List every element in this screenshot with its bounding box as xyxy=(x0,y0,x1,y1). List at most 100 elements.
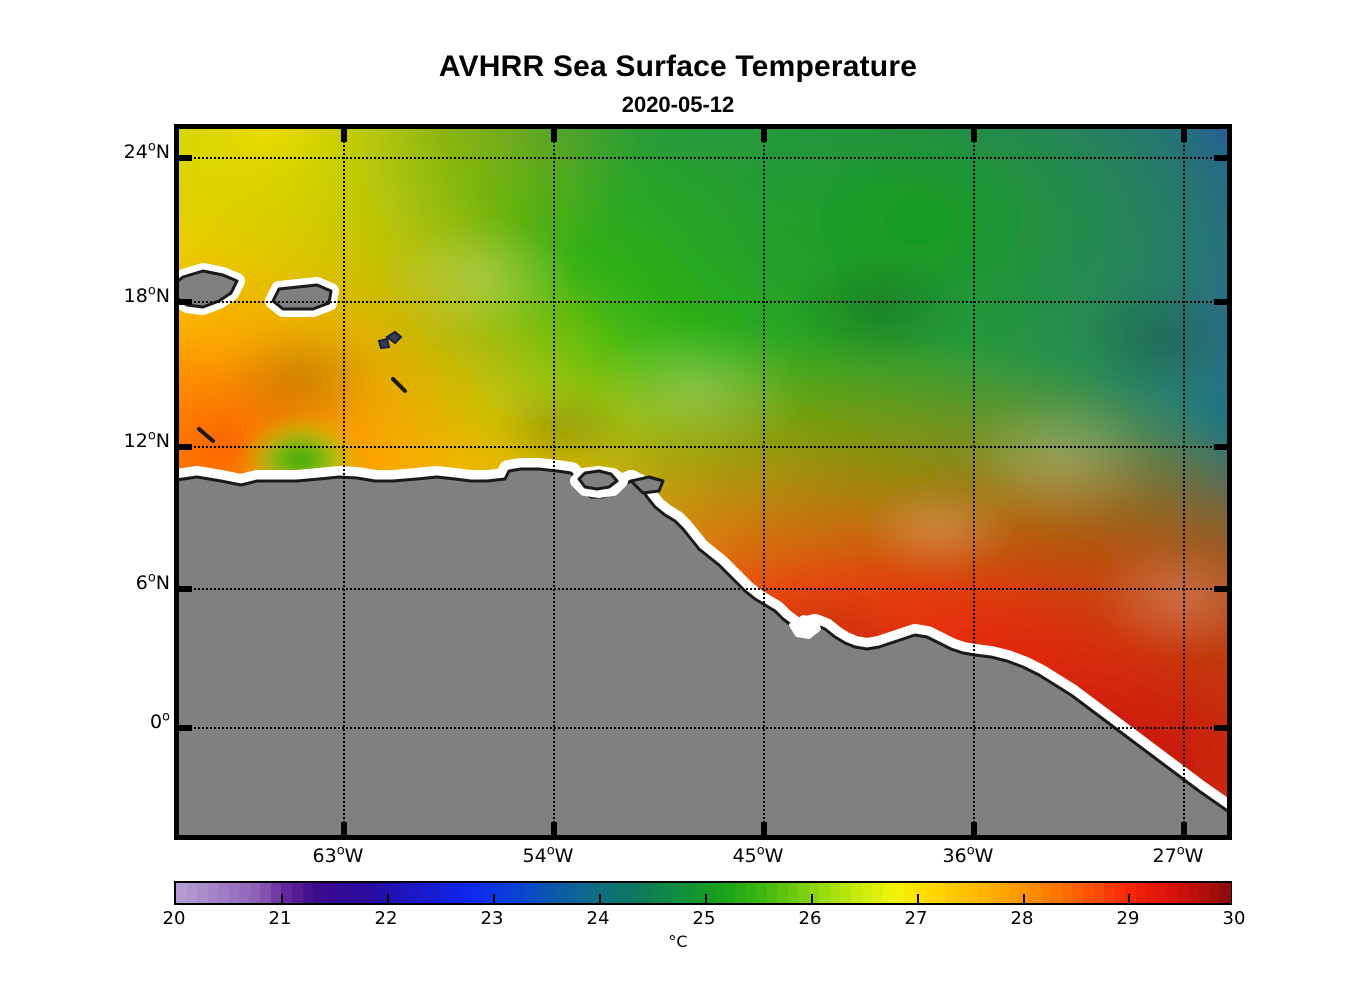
map-plot-area[interactable] xyxy=(174,124,1232,840)
xtick-top-54 xyxy=(551,129,557,142)
colorbar-segment xyxy=(418,883,430,903)
colorbar-segment xyxy=(1146,883,1157,903)
ytick-label-0-value: 0 xyxy=(149,711,163,733)
colorbar-label-28: 28 xyxy=(1010,908,1034,929)
colorbar-segment xyxy=(355,883,366,903)
colorbar-label-25: 25 xyxy=(692,908,716,929)
colorbar-segment xyxy=(724,883,735,903)
colorbar-segment xyxy=(513,883,525,903)
colorbar-segment xyxy=(851,883,862,903)
ytick-label-6n: 6oN xyxy=(50,572,170,594)
colorbar-segment xyxy=(924,883,936,903)
colorbar-segment xyxy=(1188,883,1200,903)
colorbar-segment xyxy=(914,883,925,903)
colorbar-segment xyxy=(545,883,556,903)
xtick-45 xyxy=(761,822,767,835)
figure-subtitle: 2020-05-12 xyxy=(621,92,735,117)
ytick-right-0 xyxy=(1214,725,1227,731)
xtick-label-54w-suffix: W xyxy=(554,845,574,867)
page-title: AVHRR Sea Surface Temperature xyxy=(438,50,918,83)
colorbar-segment xyxy=(460,883,472,903)
colorbar-segment xyxy=(344,883,356,903)
colorbar-segment xyxy=(713,883,725,903)
colorbar-segment xyxy=(998,883,1010,903)
colorbar-segment xyxy=(661,883,672,903)
colorbar-segment xyxy=(386,883,398,903)
ytick-right-12 xyxy=(1214,444,1227,450)
colorbar-segment xyxy=(218,883,229,903)
xtick-label-45w: 45oW xyxy=(688,845,828,867)
colorbar-segment xyxy=(270,883,282,903)
colorbar-segment xyxy=(703,883,714,903)
xtick-label-63w-value: 63 xyxy=(312,845,337,867)
ytick-right-6 xyxy=(1214,586,1227,592)
ytick-label-18n-value: 18 xyxy=(123,285,148,307)
ytick-right-18 xyxy=(1214,299,1227,305)
colorbar-segment xyxy=(882,883,894,903)
colorbar-segment xyxy=(988,883,999,903)
colorbar-segment xyxy=(1177,883,1189,903)
ytick-label-24n: 24oN xyxy=(50,141,170,163)
ytick-label-12n-value: 12 xyxy=(123,430,148,452)
xtick-label-54w-value: 54 xyxy=(522,845,547,867)
colorbar-segment xyxy=(207,883,219,903)
colorbar-segment xyxy=(1093,883,1105,903)
colorbar-label-23: 23 xyxy=(480,908,504,929)
degree-symbol-icon: o xyxy=(1176,843,1185,859)
colorbar-tick-26 xyxy=(811,894,813,903)
xtick-top-63 xyxy=(341,129,347,142)
colorbar-segment xyxy=(903,883,915,903)
colorbar-tick-25 xyxy=(705,894,707,903)
ytick-label-18n: 18oN xyxy=(50,285,170,307)
colorbar-label-26: 26 xyxy=(798,908,822,929)
colorbar-segment xyxy=(977,883,989,903)
colorbar-segment xyxy=(935,883,946,903)
colorbar-tick-24 xyxy=(599,894,601,903)
ytick-label-18n-suffix: N xyxy=(155,285,170,307)
colorbar-segment xyxy=(597,883,609,903)
colorbar-label-20: 20 xyxy=(162,908,186,929)
xtick-top-36 xyxy=(971,129,977,142)
colorbar-segment xyxy=(1051,883,1062,903)
colorbar-segment xyxy=(1167,883,1178,903)
colorbar-segment xyxy=(576,883,588,903)
colorbar-segment xyxy=(239,883,250,903)
colorbar-segment xyxy=(429,883,440,903)
ytick-18 xyxy=(179,299,192,305)
colorbar-segment xyxy=(1072,883,1084,903)
land-mask-group xyxy=(179,263,1227,835)
colorbar-segment xyxy=(840,883,851,903)
colorbar-segment xyxy=(967,883,978,903)
colorbar-segment xyxy=(766,883,778,903)
colorbar-segment xyxy=(893,883,904,903)
colorbar-tick-29 xyxy=(1128,894,1130,903)
xtick-27 xyxy=(1181,822,1187,835)
ytick-right-24 xyxy=(1214,155,1227,161)
colorbar-segment xyxy=(555,883,567,903)
colorbar-segment xyxy=(1125,883,1136,903)
colorbar-segment xyxy=(534,883,546,903)
colorbar-label-24: 24 xyxy=(586,908,610,929)
ytick-label-0: 0o xyxy=(50,711,170,733)
colorbar-segment xyxy=(450,883,461,903)
colorbar-segment xyxy=(829,883,841,903)
xtick-label-36w-value: 36 xyxy=(942,845,967,867)
sst-heatmap-field xyxy=(179,129,1227,835)
ytick-6 xyxy=(179,586,192,592)
colorbar-segment xyxy=(1135,883,1147,903)
colorbar-segment xyxy=(682,883,693,903)
colorbar-segment xyxy=(313,883,324,903)
colorbar-segment xyxy=(281,883,293,903)
ytick-label-12n: 12oN xyxy=(50,430,170,452)
colorbar-segment xyxy=(1104,883,1115,903)
colorbar-segment xyxy=(186,883,198,903)
colorbar[interactable] xyxy=(174,881,1232,905)
xtick-label-27w: 27oW xyxy=(1108,845,1248,867)
colorbar-segment xyxy=(197,883,208,903)
colorbar-segment xyxy=(481,883,493,903)
degree-symbol-icon: o xyxy=(546,843,555,859)
xtick-label-63w: 63oW xyxy=(268,845,408,867)
colorbar-tick-22 xyxy=(387,894,389,903)
ytick-label-6n-value: 6 xyxy=(135,572,148,594)
